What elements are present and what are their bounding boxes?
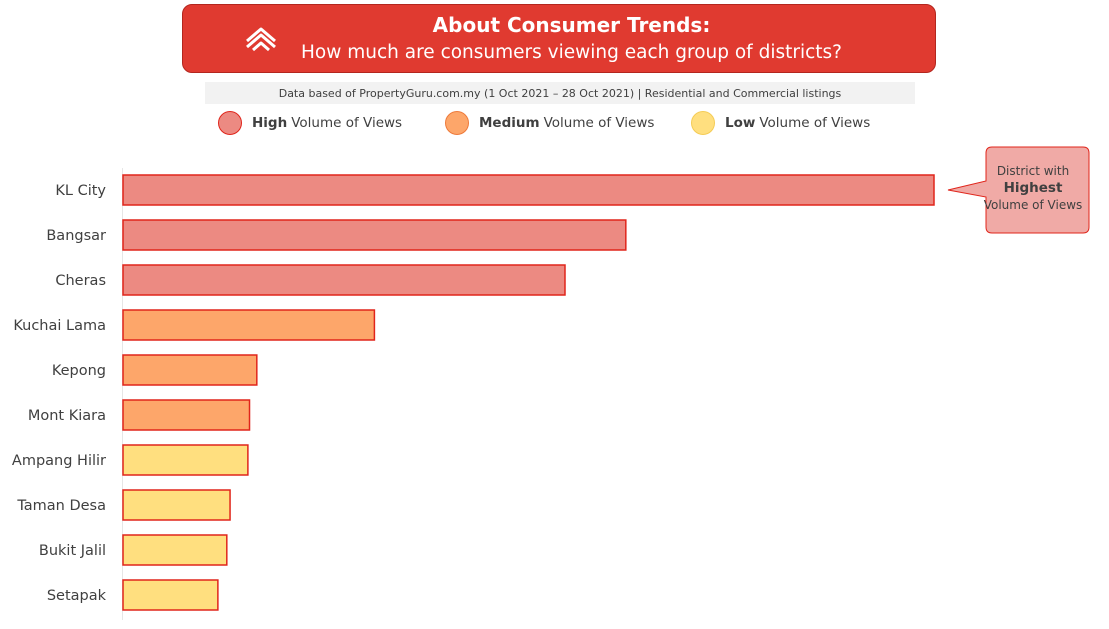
- category-label-cheras: Cheras: [55, 273, 106, 289]
- bar-kl-city: [122, 174, 935, 206]
- legend-label-medium: Medium: [479, 115, 540, 131]
- category-label-mont-kiara: Mont Kiara: [28, 408, 106, 424]
- bar-kepong: [122, 354, 258, 386]
- callout-text: District with Highest Volume of Views: [979, 163, 1087, 214]
- bar-bukit-jalil: [122, 534, 228, 566]
- bar-ampang-hilir: [122, 444, 249, 476]
- category-label-ampang-hilir: Ampang Hilir: [12, 453, 106, 469]
- category-label-taman-desa: Taman Desa: [16, 498, 106, 514]
- legend-item-medium: Medium Volume of Views: [445, 111, 654, 135]
- legend-text-medium: Volume of Views: [543, 115, 655, 131]
- category-axis-line: [122, 168, 123, 620]
- bar-bangsar: [122, 219, 627, 251]
- legend-text-high: Volume of Views: [291, 115, 403, 131]
- callout-line3: Volume of Views: [983, 198, 1083, 212]
- category-label-kuchai-lama: Kuchai Lama: [13, 318, 106, 334]
- callout-line1: District with: [996, 164, 1070, 178]
- bar-cheras: [122, 264, 566, 296]
- category-label-kepong: Kepong: [52, 363, 106, 379]
- bar-taman-desa: [122, 489, 231, 521]
- category-label-bangsar: Bangsar: [46, 228, 106, 244]
- legend-text-low: Volume of Views: [759, 115, 871, 131]
- source-note: Data based of PropertyGuru.com.my (1 Oct…: [205, 82, 915, 104]
- callout-bubble: [947, 146, 1090, 234]
- legend: High Volume of Views Medium Volume of Vi…: [0, 111, 1109, 139]
- chart-title: About Consumer Trends:: [432, 13, 711, 37]
- legend-label-low: Low: [725, 115, 756, 131]
- bar-setapak: [122, 579, 219, 611]
- category-label-bukit-jalil: Bukit Jalil: [39, 543, 106, 559]
- legend-swatch-high: [218, 111, 242, 135]
- bar-kuchai-lama: [122, 309, 376, 341]
- bar-mont-kiara: [122, 399, 251, 431]
- category-label-setapak: Setapak: [47, 588, 107, 604]
- propertyguru-logo-icon: [246, 27, 276, 52]
- legend-item-low: Low Volume of Views: [691, 111, 870, 135]
- legend-swatch-low: [691, 111, 715, 135]
- callout-highlight: Highest: [1003, 180, 1063, 196]
- chart-subtitle: How much are consumers viewing each grou…: [301, 42, 842, 63]
- category-label-kl-city: KL City: [55, 183, 106, 199]
- legend-swatch-medium: [445, 111, 469, 135]
- title-banner: About Consumer Trends: How much are cons…: [182, 4, 936, 73]
- legend-label-high: High: [252, 115, 288, 131]
- legend-item-high: High Volume of Views: [218, 111, 402, 135]
